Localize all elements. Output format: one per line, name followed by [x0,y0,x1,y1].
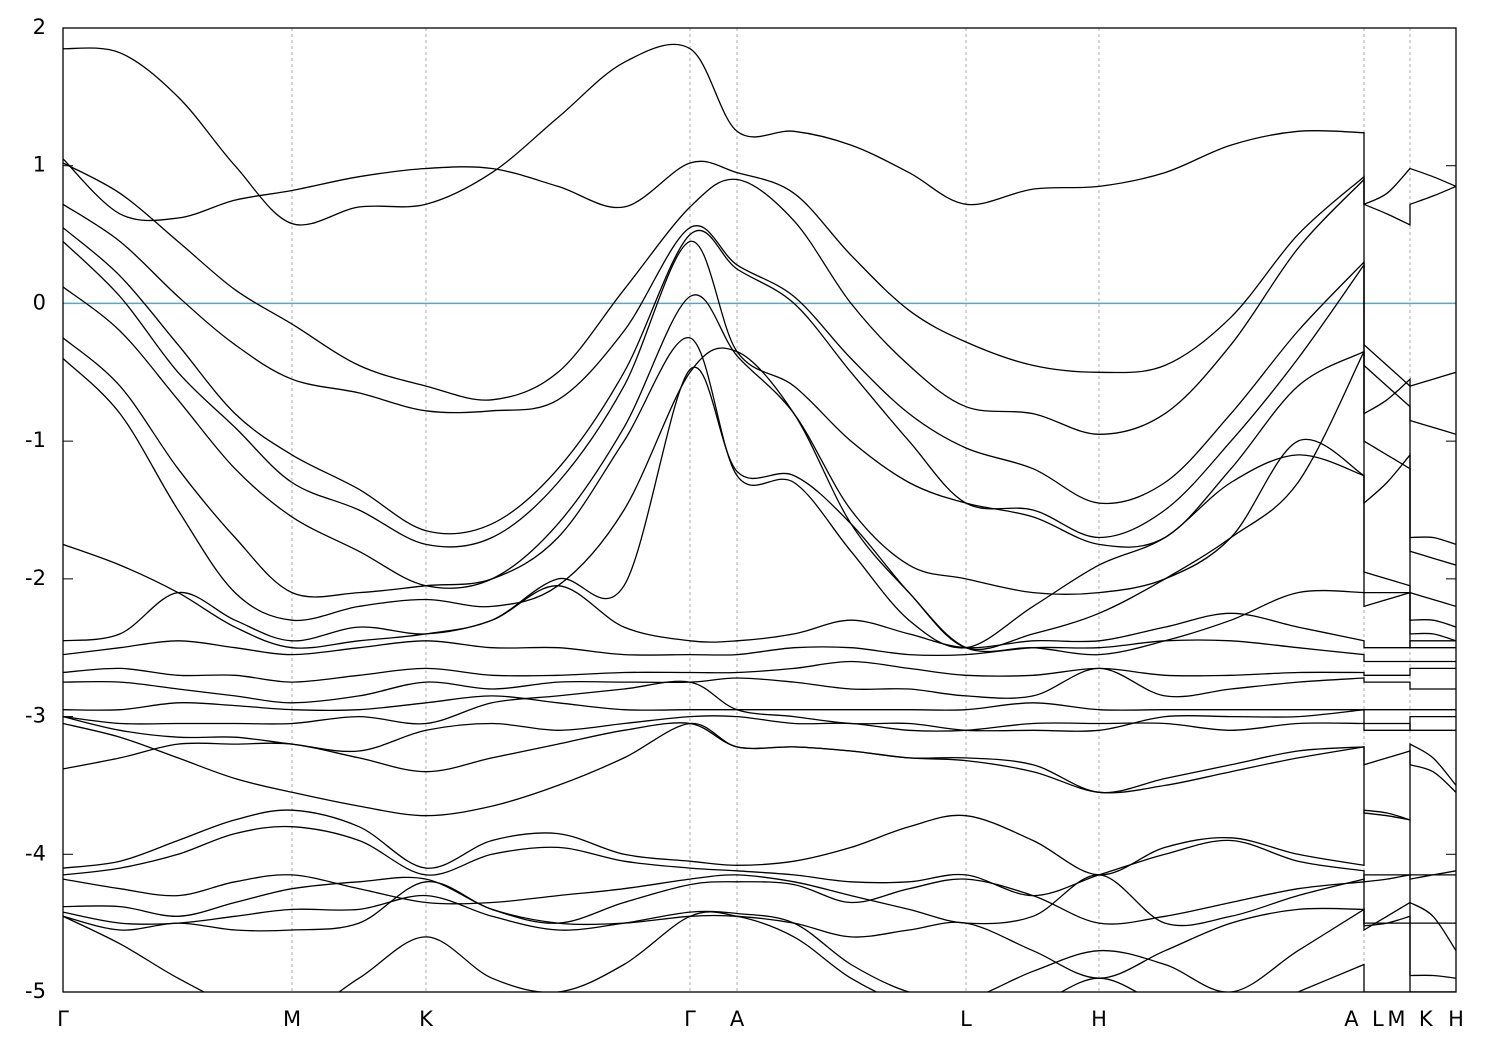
band-line [63,158,1456,374]
band-line [63,585,1456,649]
band-line [63,639,1456,663]
band-line [63,825,1456,897]
plot-frame [62,27,1457,993]
y-tick-label: -3 [25,704,46,728]
y-tick-label: -2 [25,566,46,590]
y-tick-label: -5 [25,979,46,1003]
band-line [63,366,1456,656]
x-tick-label: M K [1387,1007,1433,1031]
x-tick-label: Γ [684,1007,696,1031]
x-tick-label: H [1091,1007,1107,1031]
band-line [63,881,1456,979]
band-line [63,337,1456,649]
y-tick-label: -1 [25,428,46,452]
band-line [63,911,1456,992]
band-line [63,680,1456,732]
band-line [63,874,1456,979]
band-line [63,894,1456,992]
band-line [63,162,1456,435]
band-line [63,667,1456,704]
band-line [63,286,1456,608]
y-tick-label: 0 [33,290,46,314]
band-line [63,722,1456,821]
x-tick-label: A [730,1007,745,1031]
x-tick-label: Γ [57,1007,69,1031]
x-tick-label: H [1448,1007,1464,1031]
band-line [63,715,1456,753]
band-line [63,695,1456,712]
y-tick-label: -4 [25,841,46,865]
y-tick-label: 2 [33,15,46,39]
band-line [63,203,1456,505]
band-line [63,660,1456,683]
x-tick-label: L [960,1007,972,1031]
band-line [63,722,1456,794]
band-line [63,227,1456,546]
band-line [63,240,1456,566]
x-tick-label: K [419,1007,434,1031]
band-line [63,809,1456,876]
y-tick-label: 1 [33,153,46,177]
band-line [63,43,1456,226]
grid [63,27,1456,993]
band-line [63,347,1456,651]
band-line [63,874,1456,952]
x-tick-label: A L [1344,1007,1384,1031]
x-tick-label: M [283,1007,301,1031]
bands [63,43,1456,992]
